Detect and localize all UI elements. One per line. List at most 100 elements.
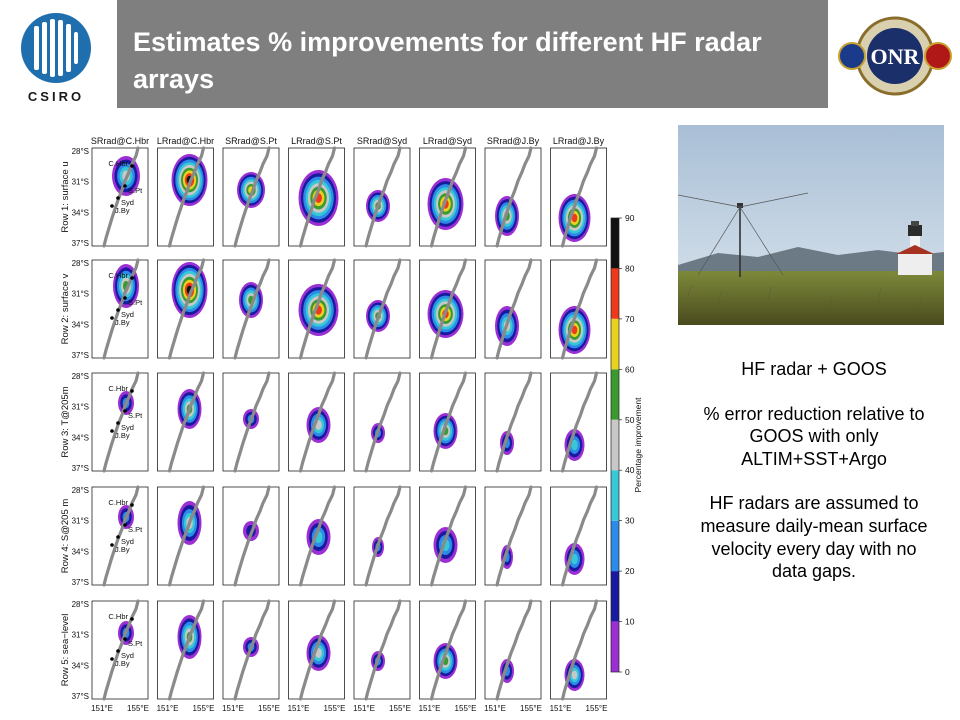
site-label: C.Hbr bbox=[108, 159, 128, 168]
radar-site-marker bbox=[130, 389, 134, 393]
radar-site-marker bbox=[130, 503, 134, 507]
colorbar-segment bbox=[611, 419, 619, 471]
hf-radar-photo bbox=[677, 125, 944, 325]
colorbar-segment bbox=[611, 571, 619, 622]
lat-tick-label: 28°S bbox=[72, 486, 89, 495]
site-label: J.By bbox=[115, 431, 130, 440]
colorbar-tick-label: 20 bbox=[625, 566, 635, 576]
site-label: S.Pt bbox=[128, 298, 143, 307]
panel-title: LRrad@J.By bbox=[553, 136, 605, 146]
row-label: Row 3: T@205m bbox=[60, 386, 71, 457]
panel-title: LRrad@Syd bbox=[423, 136, 472, 146]
lat-tick-label: 28°S bbox=[72, 259, 89, 268]
lon-tick-label: 155°E bbox=[520, 704, 542, 713]
map-panel bbox=[419, 371, 476, 473]
lat-tick-label: 31°S bbox=[72, 178, 89, 187]
lat-tick-label: 37°S bbox=[72, 239, 89, 248]
improvement-contour bbox=[571, 670, 578, 680]
radar-site-marker bbox=[116, 421, 120, 425]
site-label: Syd bbox=[121, 423, 134, 432]
lon-tick-label: 155°E bbox=[258, 704, 280, 713]
radar-site-marker bbox=[110, 204, 114, 208]
site-label: Syd bbox=[121, 651, 134, 660]
panel-title: SRrad@S.Pt bbox=[225, 136, 277, 146]
radar-site-marker bbox=[116, 535, 120, 539]
colorbar-tick-label: 70 bbox=[625, 314, 635, 324]
colorbar: 0 10 20 30 40 50 60 70 80 90 Percentage improvemen… bbox=[610, 213, 643, 677]
colorbar-tick-label: 40 bbox=[625, 465, 635, 475]
lat-tick-label: 34°S bbox=[72, 208, 89, 217]
radar-site-marker bbox=[130, 164, 134, 168]
site-label: S.Pt bbox=[128, 411, 143, 420]
side-text: HF radar + GOOS % error reduction relati… bbox=[692, 358, 936, 583]
site-label: C.Hbr bbox=[108, 612, 128, 621]
map-panel bbox=[484, 258, 542, 360]
radar-site-marker bbox=[110, 657, 114, 661]
map-panel bbox=[157, 485, 214, 587]
colorbar-segment bbox=[611, 369, 619, 420]
site-label: Syd bbox=[121, 198, 134, 207]
colorbar-segment bbox=[611, 268, 619, 319]
radar-site-marker bbox=[130, 276, 134, 280]
map-panel: 151°E 155°E bbox=[550, 599, 607, 713]
improvement-contour bbox=[571, 213, 578, 223]
lon-tick-label: 151°E bbox=[484, 704, 506, 713]
lon-tick-label: 151°E bbox=[222, 704, 244, 713]
radar-site-marker bbox=[123, 184, 127, 188]
site-label: Syd bbox=[121, 537, 134, 546]
panel-title: LRrad@C.Hbr bbox=[157, 136, 214, 146]
lon-tick-label: 155°E bbox=[324, 704, 346, 713]
lat-tick-label: 28°S bbox=[72, 147, 89, 156]
lat-tick-label: 37°S bbox=[72, 464, 89, 473]
map-panel bbox=[222, 258, 280, 360]
site-label: J.By bbox=[115, 206, 130, 215]
site-label: Syd bbox=[121, 310, 134, 319]
map-panel: LRrad@S.Pt bbox=[288, 136, 345, 248]
map-panel: 151°E 155°E bbox=[222, 599, 280, 713]
row-label: Row 2: surface v bbox=[60, 273, 71, 344]
radar-site-marker bbox=[123, 409, 127, 413]
csiro-logo: CSIRO bbox=[12, 10, 100, 105]
lat-tick-label: 34°S bbox=[72, 661, 89, 670]
site-label: C.Hbr bbox=[108, 384, 128, 393]
colorbar-tick-label: 10 bbox=[625, 617, 635, 627]
lat-tick-label: 31°S bbox=[72, 631, 89, 640]
page-title: Estimates % improvements for different H… bbox=[133, 27, 762, 94]
onr-seal-logo: ONR bbox=[836, 12, 954, 100]
colorbar-tick-label: 0 bbox=[625, 667, 630, 677]
map-panel bbox=[353, 258, 411, 360]
map-panel bbox=[288, 258, 345, 360]
map-panel bbox=[419, 258, 476, 360]
map-panel: SRrad@Syd bbox=[353, 136, 411, 248]
map-panel: 151°E 155°E bbox=[353, 599, 411, 713]
radar-site-marker bbox=[123, 523, 127, 527]
radar-site-marker bbox=[116, 308, 120, 312]
title-bar: Estimates % improvements for different H… bbox=[117, 0, 828, 108]
lat-tick-label: 37°S bbox=[72, 692, 89, 701]
lat-tick-label: 28°S bbox=[72, 372, 89, 381]
site-label: C.Hbr bbox=[108, 498, 128, 507]
lat-tick-label: 31°S bbox=[72, 403, 89, 412]
radar-site-marker bbox=[110, 429, 114, 433]
site-label: J.By bbox=[115, 545, 130, 554]
map-panel: 151°E 155°E bbox=[288, 599, 346, 713]
lat-tick-label: 31°S bbox=[72, 290, 89, 299]
colorbar-segment bbox=[611, 218, 619, 269]
map-panel: 151°E 155°E bbox=[419, 599, 476, 713]
map-panel bbox=[353, 371, 411, 473]
lat-tick-label: 34°S bbox=[72, 433, 89, 442]
map-panel-grid: Row 1: surface u28°S31°S34°S37°SC.HbrS.P… bbox=[60, 136, 607, 713]
colorbar-segment bbox=[611, 318, 619, 370]
improvement-contour bbox=[571, 553, 578, 565]
panel-title: LRrad@S.Pt bbox=[291, 136, 342, 146]
lat-tick-label: 37°S bbox=[72, 578, 89, 587]
lat-tick-label: 31°S bbox=[72, 517, 89, 526]
panel-title: SRrad@J.By bbox=[487, 136, 540, 146]
lon-tick-label: 151°E bbox=[419, 704, 441, 713]
panel-title: SRrad@Syd bbox=[357, 136, 407, 146]
lat-tick-label: 28°S bbox=[72, 600, 89, 609]
